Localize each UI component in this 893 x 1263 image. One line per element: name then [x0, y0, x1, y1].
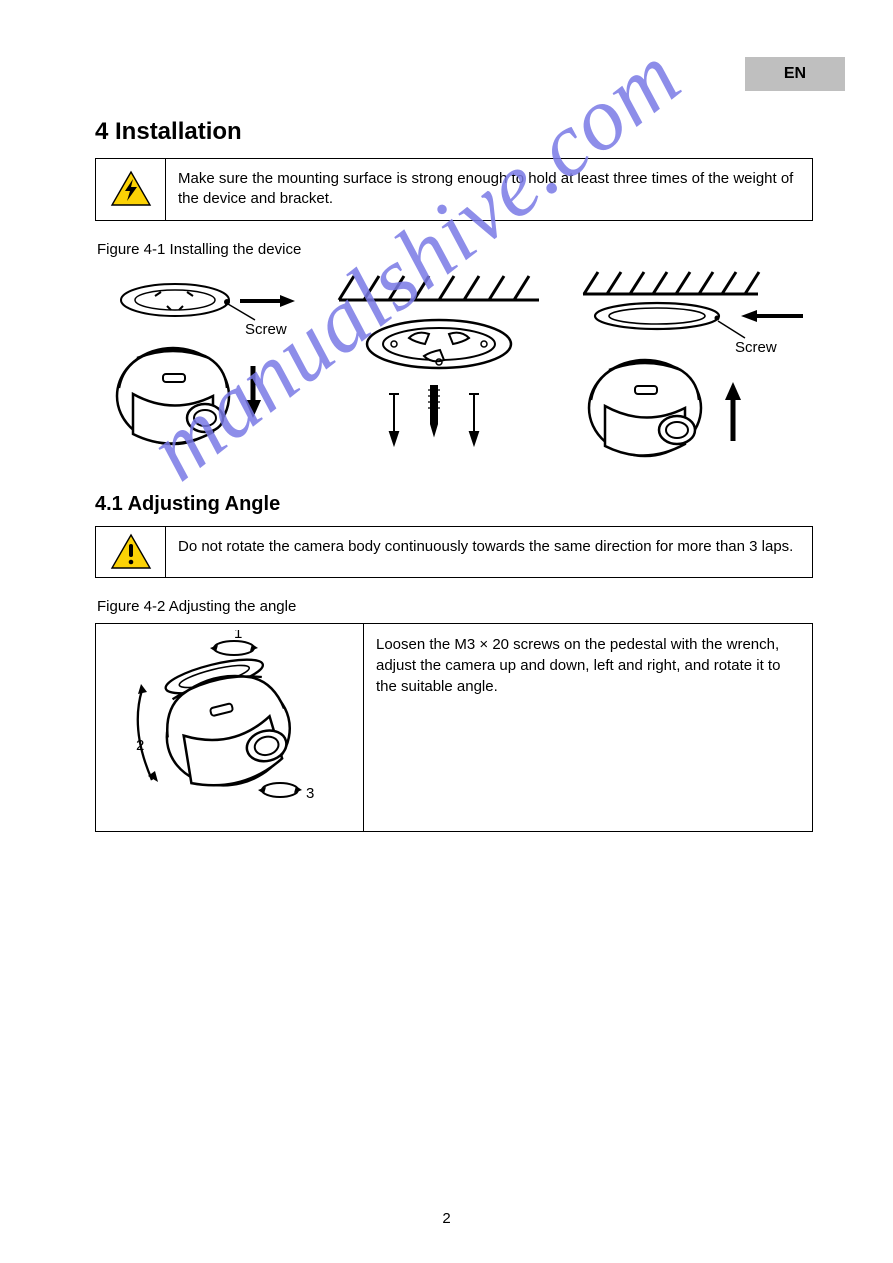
angle-label-3: 3 — [306, 785, 314, 802]
warning-icon-cell — [96, 159, 166, 220]
subsection-title: 4.1 Adjusting Angle — [95, 493, 813, 516]
language-tab: EN — [745, 57, 845, 91]
reassemble-diagram-icon: Screw — [573, 266, 813, 466]
angle-label-2: 2 — [136, 737, 144, 754]
warning-box: Make sure the mounting surface is strong… — [95, 158, 813, 221]
caution-text: Do not rotate the camera body continuous… — [166, 527, 812, 577]
angle-label-1: 1 — [234, 630, 242, 642]
angle-table: 1 2 — [95, 623, 813, 832]
figure-1-caption: Figure 4-1 Installing the device — [97, 241, 813, 258]
figure-1-row: Screw — [95, 266, 813, 471]
hazard-electric-icon — [110, 170, 152, 208]
figure-1-step-3: Screw — [573, 266, 813, 471]
caution-icon-cell — [96, 527, 166, 577]
mount-base-diagram-icon — [324, 266, 554, 466]
caution-icon — [110, 533, 152, 571]
angle-table-figure: 1 2 — [96, 624, 364, 831]
angle-table-text: Loosen the M3 × 20 screws on the pedesta… — [364, 624, 812, 831]
page-number: 2 — [0, 1210, 893, 1227]
angle-adjust-diagram-icon: 1 2 — [106, 630, 346, 820]
warning-text: Make sure the mounting surface is strong… — [166, 159, 812, 220]
screw-label-3: Screw — [735, 339, 777, 356]
figure-2-caption: Figure 4-2 Adjusting the angle — [97, 598, 813, 615]
caution-box: Do not rotate the camera body continuous… — [95, 526, 813, 578]
disassemble-diagram-icon: Screw — [95, 266, 305, 466]
screw-label-1: Screw — [245, 321, 287, 338]
figure-1-step-2 — [324, 266, 554, 471]
figure-1-step-1: Screw — [95, 266, 305, 471]
section-title: 4 Installation — [95, 118, 813, 146]
